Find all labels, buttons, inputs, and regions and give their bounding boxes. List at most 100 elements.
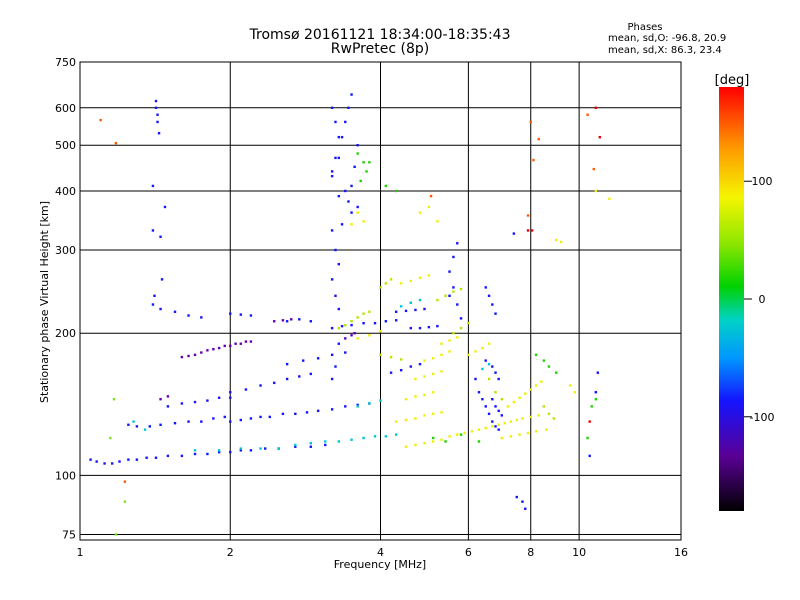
echo-point xyxy=(362,436,365,440)
echo-point xyxy=(229,420,232,423)
echo-point xyxy=(418,276,422,279)
echo-point xyxy=(487,342,491,345)
echo-point xyxy=(399,282,403,285)
echo-point xyxy=(526,431,530,435)
echo-point xyxy=(470,430,474,433)
echo-point xyxy=(484,359,487,362)
echo-point xyxy=(350,211,353,214)
echo-point xyxy=(193,400,197,404)
echo-point xyxy=(353,332,356,335)
plot-area-frame xyxy=(79,61,682,541)
echo-point xyxy=(384,320,388,323)
y-axis-label: Stationary phase Virtual Height [km] xyxy=(38,201,51,403)
echo-point xyxy=(529,388,532,391)
echo-point xyxy=(448,350,451,353)
echo-point xyxy=(350,323,353,327)
echo-point xyxy=(477,428,481,431)
y-tick-label: 300 xyxy=(55,244,76,257)
echo-point xyxy=(330,326,334,330)
echo-point xyxy=(166,405,170,408)
echo-point xyxy=(249,449,253,452)
echo-point xyxy=(356,405,359,408)
echo-point xyxy=(362,220,365,223)
echo-point xyxy=(467,353,470,357)
echo-point xyxy=(362,321,365,325)
echo-point xyxy=(359,179,362,183)
colorbar-tick-label: 0 xyxy=(759,293,766,306)
echo-point xyxy=(330,174,334,178)
echo-point xyxy=(259,415,262,419)
echo-point xyxy=(362,312,365,315)
echo-point xyxy=(456,242,459,245)
echo-point xyxy=(249,314,253,317)
echo-point xyxy=(163,205,167,209)
echo-point xyxy=(180,402,184,405)
echo-point xyxy=(109,436,112,440)
echo-point xyxy=(414,443,417,447)
echo-point xyxy=(379,329,382,333)
echo-point xyxy=(350,223,353,226)
y-tick-label: 500 xyxy=(55,139,76,152)
echo-point xyxy=(294,445,297,448)
echo-point xyxy=(440,411,443,414)
echo-point xyxy=(594,189,598,193)
echo-point xyxy=(545,428,548,431)
echo-point xyxy=(409,301,412,304)
x-tick-label: 6 xyxy=(465,546,472,559)
echo-point xyxy=(534,384,538,387)
echo-point xyxy=(484,286,487,289)
echo-point xyxy=(294,443,297,447)
echo-point xyxy=(384,282,388,285)
echo-point xyxy=(431,372,435,376)
x-tick-label: 2 xyxy=(227,546,234,559)
echo-point xyxy=(399,369,403,372)
echo-point xyxy=(285,320,289,323)
echo-point xyxy=(148,425,152,428)
echo-point xyxy=(259,384,262,387)
echo-point xyxy=(487,377,491,381)
echo-point xyxy=(497,409,500,413)
echo-point xyxy=(151,303,155,306)
echo-point xyxy=(423,359,426,362)
echo-point xyxy=(555,238,558,242)
echo-point xyxy=(344,405,347,408)
x-tick-label: 16 xyxy=(674,546,688,559)
echo-point xyxy=(145,456,148,459)
echo-point xyxy=(487,412,491,416)
echo-point xyxy=(347,106,350,109)
echo-point xyxy=(239,342,243,345)
echo-point xyxy=(229,344,232,348)
echo-point xyxy=(123,500,127,503)
echo-point xyxy=(529,415,532,419)
echo-point xyxy=(118,460,121,463)
echo-point xyxy=(193,449,197,452)
echo-point xyxy=(542,359,546,362)
colorbar-tick-label: 100 xyxy=(752,175,773,188)
echo-point xyxy=(200,420,203,423)
x-tick-label: 8 xyxy=(527,546,534,559)
echo-point xyxy=(154,99,158,103)
echo-point xyxy=(534,430,538,433)
echo-point xyxy=(569,384,572,387)
echo-point xyxy=(484,426,487,430)
echo-point xyxy=(373,321,377,325)
echo-point xyxy=(487,362,491,366)
echo-point xyxy=(89,458,92,461)
echo-point xyxy=(423,393,426,397)
echo-point xyxy=(229,450,232,454)
echo-point xyxy=(506,405,510,408)
echo-point xyxy=(234,342,237,345)
echo-point xyxy=(334,248,337,252)
echo-point xyxy=(180,355,184,359)
echo-point xyxy=(206,399,209,402)
echo-point xyxy=(99,118,102,122)
echo-point xyxy=(384,435,388,438)
x-axis-label: Frequency [MHz] xyxy=(334,558,426,571)
echo-point xyxy=(157,132,161,135)
echo-point xyxy=(456,303,459,306)
echo-point xyxy=(368,310,371,313)
x-tick-label: 4 xyxy=(377,546,384,559)
echo-point xyxy=(512,400,516,404)
echo-point xyxy=(530,229,534,232)
echo-point xyxy=(394,433,398,436)
